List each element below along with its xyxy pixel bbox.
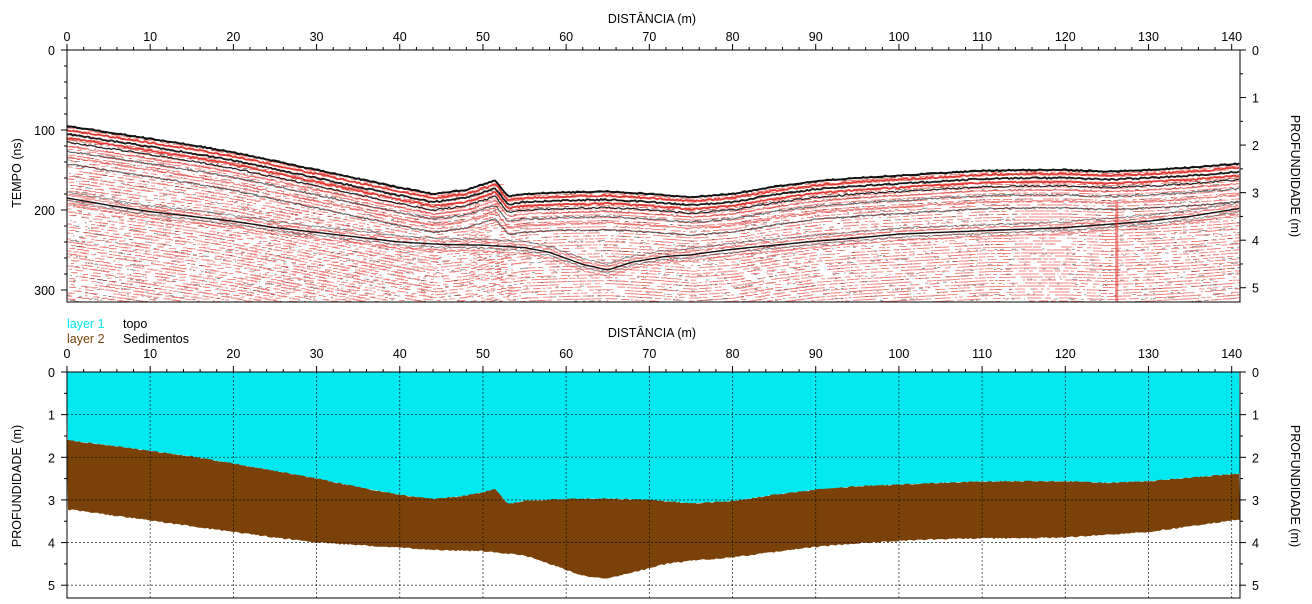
layer-model-y-tick-label: 3 xyxy=(48,494,55,508)
radargram-panel: DISTÂNCIA (m) TEMPO (ns) PROFUNDIDADE (m… xyxy=(10,11,1302,303)
radargram-x-tick-label: 10 xyxy=(143,30,157,44)
radargram-y2-tick-label: 0 xyxy=(1252,44,1259,58)
radargram-x-tick-label: 60 xyxy=(559,30,573,44)
layer-model-content xyxy=(67,372,1240,598)
radargram-x-tick-label: 30 xyxy=(310,30,324,44)
radargram-x-tick-label: 100 xyxy=(888,30,909,44)
surface-reflector-line xyxy=(67,125,1240,199)
layer-model-x-tick-label: 80 xyxy=(726,347,740,361)
layer-model-y2-tick-label: 4 xyxy=(1252,537,1259,551)
layer-model-y-tick-label: 1 xyxy=(48,409,55,423)
radargram-x-tick-label: 40 xyxy=(393,30,407,44)
radargram-band xyxy=(67,141,1240,215)
layer-model-y-tick-label: 0 xyxy=(48,366,55,380)
layer-model-x-axis-title: DISTÂNCIA (m) xyxy=(608,325,696,340)
radargram-ticks: 0 10 20 30 40 50 60 70 80 90 100 110 120 130 140010020… xyxy=(34,30,1259,298)
layer-model-y2-tick-label: 5 xyxy=(1252,579,1259,593)
base-reflector-band xyxy=(67,203,1240,277)
radargram-band xyxy=(67,150,1240,224)
radargram-band xyxy=(67,163,1240,237)
radargram-y-tick-label: 0 xyxy=(48,44,55,58)
layer-model-y2-tick-label: 2 xyxy=(1252,451,1259,465)
layer-model-x-tick-label: 70 xyxy=(642,347,656,361)
layer-model-grid xyxy=(67,372,1240,598)
layer-model-x-tick-label: 50 xyxy=(476,347,490,361)
layer-model-x-tick-label: 120 xyxy=(1055,347,1076,361)
radargram-x-tick-label: 70 xyxy=(642,30,656,44)
layer-model-y2-axis-title: PROFUNDIDADE (m) xyxy=(1288,425,1302,547)
radargram-content xyxy=(67,125,1240,302)
layer-model-y-tick-label: 2 xyxy=(48,451,55,465)
base-reflector-line xyxy=(67,197,1240,271)
layer-model-y-tick-label: 4 xyxy=(48,537,55,551)
radargram-y2-tick-label: 3 xyxy=(1252,187,1259,201)
layer-model-y-tick-label: 5 xyxy=(48,579,55,593)
radargram-band xyxy=(67,145,1240,219)
radargram-y-axis-title: TEMPO (ns) xyxy=(10,138,24,207)
radargram-band xyxy=(67,133,1240,207)
layer-model-x-tick-label: 140 xyxy=(1221,347,1242,361)
layer-model-x-tick-label: 30 xyxy=(310,347,324,361)
base-reflector-band xyxy=(67,194,1240,268)
radargram-frame xyxy=(66,49,1241,303)
radargram-y2-tick-label: 2 xyxy=(1252,139,1259,153)
radargram-y-tick-label: 300 xyxy=(34,284,55,298)
radargram-x-axis-title: DISTÂNCIA (m) xyxy=(608,11,696,26)
radargram-y2-axis-title: PROFUNDIDADE (m) xyxy=(1288,115,1302,237)
radargram-x-tick-label: 140 xyxy=(1221,30,1242,44)
radargram-background xyxy=(67,50,1240,302)
layer-model-y2-tick-label: 1 xyxy=(1252,409,1259,423)
radargram-band xyxy=(67,137,1240,211)
layer-model-x-tick-label: 20 xyxy=(226,347,240,361)
layer-model-x-tick-label: 110 xyxy=(972,347,992,361)
layer-model-x-tick-label: 40 xyxy=(393,347,407,361)
layer1-topo-area xyxy=(67,372,1240,505)
vertical-streak xyxy=(1115,202,1119,302)
legend-item-layer2-name: layer 2 xyxy=(67,332,105,346)
radargram-y-tick-label: 200 xyxy=(34,204,55,218)
layer-model-y-axis-title: PROFUNDIDADE (m) xyxy=(10,425,24,547)
layer-legend: layer 1 topo layer 2 Sedimentos xyxy=(67,317,189,346)
layer-model-y2-tick-label: 3 xyxy=(1252,494,1259,508)
base-reflector-band xyxy=(67,191,1240,266)
radargram-x-tick-label: 50 xyxy=(476,30,490,44)
layer2-sedimentos-area xyxy=(67,439,1240,579)
radargram-y2-tick-label: 5 xyxy=(1252,282,1259,296)
legend-item-layer1-label: topo xyxy=(123,317,147,331)
radargram-x-tick-label: 20 xyxy=(226,30,240,44)
layer-model-x-tick-label: 0 xyxy=(64,347,71,361)
radargram-x-tick-label: 130 xyxy=(1138,30,1159,44)
layer-model-x-tick-label: 130 xyxy=(1138,347,1159,361)
radargram-x-tick-label: 80 xyxy=(726,30,740,44)
radargram-x-tick-label: 120 xyxy=(1055,30,1076,44)
radargram-x-tick-label: 110 xyxy=(972,30,992,44)
layer-model-panel: DISTÂNCIA (m) PROFUNDIDADE (m) PROFUNDID… xyxy=(10,325,1302,599)
radargram-y2-tick-label: 4 xyxy=(1252,234,1259,248)
radargram-band xyxy=(67,129,1240,203)
base-reflector-band xyxy=(67,199,1240,274)
layer-model-x-tick-label: 90 xyxy=(809,347,823,361)
radargram-x-tick-label: 0 xyxy=(64,30,71,44)
layer-model-frame xyxy=(66,371,1241,599)
radargram-y-tick-label: 100 xyxy=(34,124,55,138)
layer-model-x-tick-label: 100 xyxy=(888,347,909,361)
layer-model-x-tick-label: 60 xyxy=(559,347,573,361)
legend-item-layer2-label: Sedimentos xyxy=(123,332,189,346)
layer-model-x-tick-label: 10 xyxy=(143,347,157,361)
radargram-y2-tick-label: 1 xyxy=(1252,92,1259,106)
legend-item-layer1-name: layer 1 xyxy=(67,317,105,331)
radargram-x-tick-label: 90 xyxy=(809,30,823,44)
layer-model-y2-tick-label: 0 xyxy=(1252,366,1259,380)
radargram-band xyxy=(67,156,1240,230)
